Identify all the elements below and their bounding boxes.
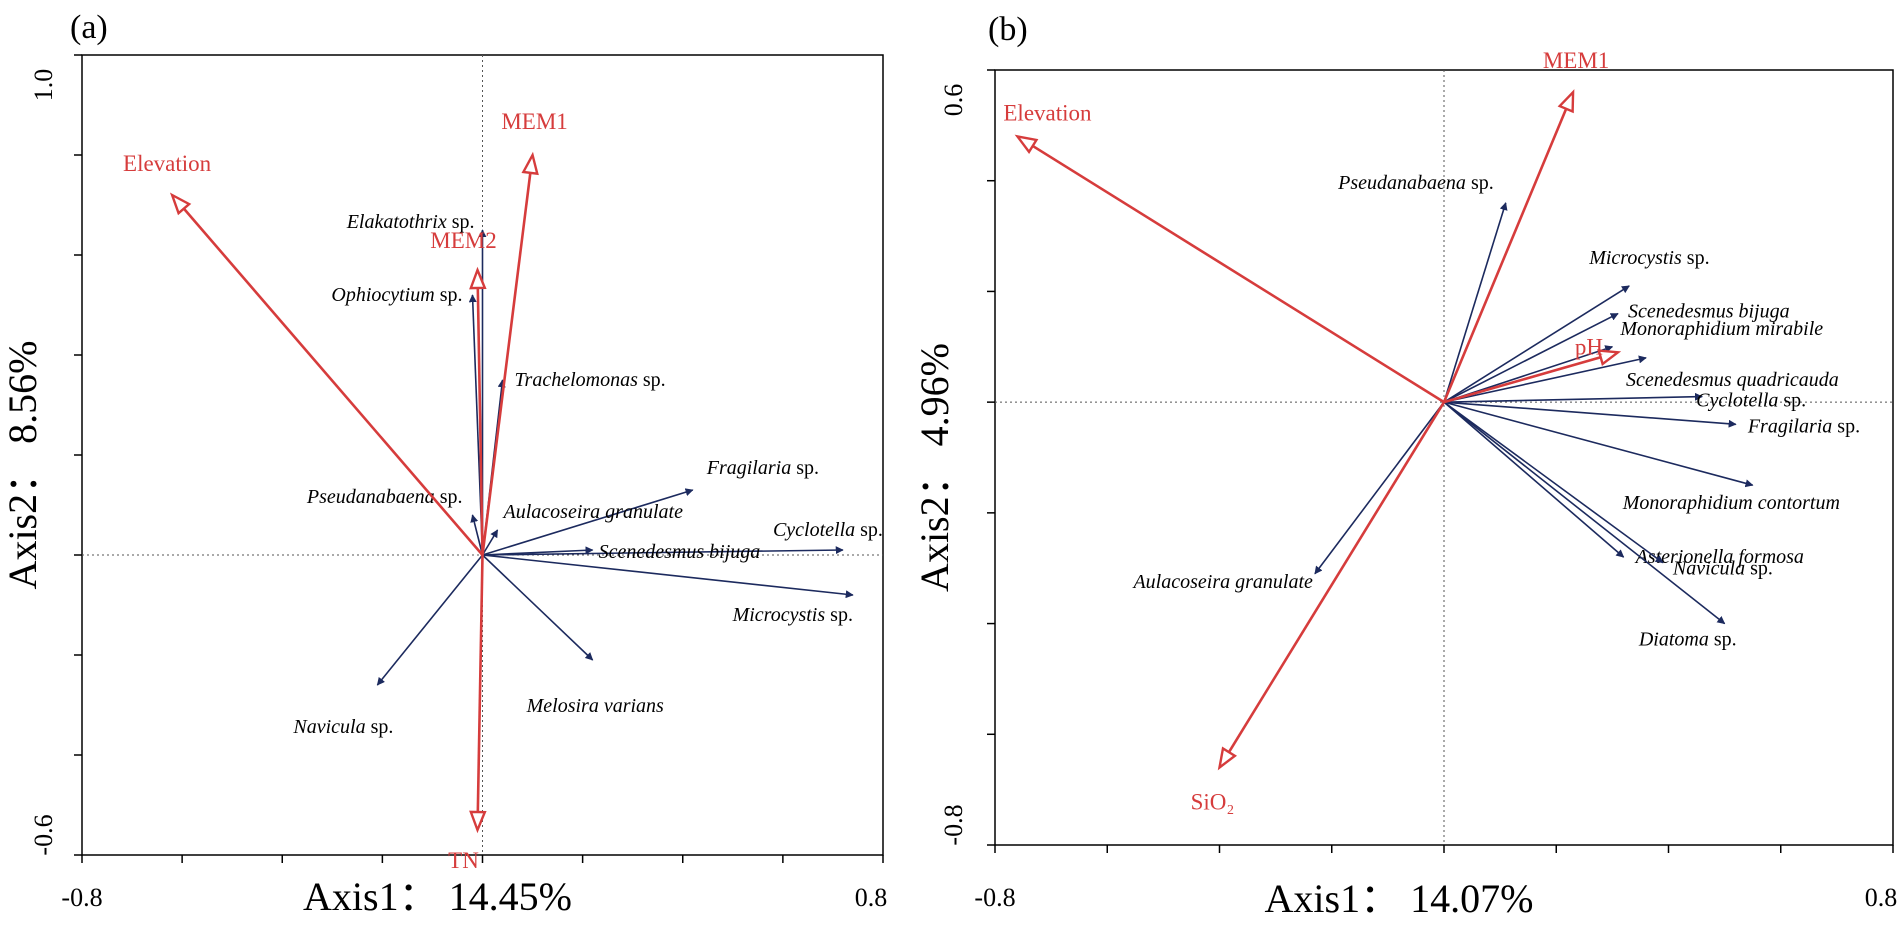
species-label-microcystis: Microcystis sp. [732, 604, 853, 626]
env-label-tn: TN [448, 848, 479, 873]
y-tick-label-min: -0.6 [29, 814, 58, 855]
env-arrowhead-elevation [169, 192, 192, 216]
species-label-scenedesmus-bijuga: Scenedesmus bijuga [1628, 301, 1790, 323]
species-label-scenedesmus-quadricauda: Scenedesmus quadricauda [1626, 369, 1839, 391]
x-tick-label-max: 0.8 [1865, 883, 1898, 912]
species-label-aulacoseira-granulate: Aulacoseira granulate [1131, 571, 1313, 593]
species-label-trachelomonas: Trachelomonas sp. [515, 369, 666, 391]
x-tick-label-max: 0.8 [855, 883, 888, 912]
x-axis-title: Axis1： 14.07% [1265, 876, 1534, 921]
env-arrow-mem2 [476, 287, 484, 556]
panel-b: -0.8 0.8 0.6 -0.8 Axis1： 14.07% Axis2： 4.96% (… [912, 11, 1897, 921]
env-arrowhead-sio [1217, 746, 1238, 771]
species-label-pseudanabaena: Pseudanabaena sp. [306, 486, 463, 508]
species-label-melosira-varians: Melosira varians [526, 695, 664, 717]
species-arrow-cyclotella [482, 546, 844, 556]
env-label-ph: pH [1575, 334, 1603, 359]
species-label-fragilaria: Fragilaria sp. [706, 457, 819, 479]
species-arrow-scenedesmus-bijuga [482, 546, 594, 556]
species-label-ophiocytium: Ophiocytium sp. [331, 284, 462, 306]
env-label-mem2: MEM2 [430, 228, 496, 253]
x-tick-label-min: -0.8 [61, 883, 102, 912]
env-arrow-mem1 [1442, 108, 1568, 403]
species-arrow-aulacoseira-granulate [1314, 401, 1445, 575]
species-label-scenedesmus-bijuga: Scenedesmus bijuga [599, 541, 761, 563]
env-label-mem1: MEM1 [501, 109, 567, 134]
panel-a: -0.8 0.8 1.0 -0.6 Axis1： 14.45% Axis2： 8.56% (… [0, 9, 887, 919]
species-arrow-fragilaria [1443, 401, 1737, 428]
species-label-elakatothrix: Elakatothrix sp. [346, 211, 475, 233]
env-arrow-elevation [182, 207, 484, 556]
species-label-cyclotella: Cyclotella sp. [1696, 390, 1806, 412]
env-arrowhead-mem1 [521, 151, 539, 176]
species-arrow-asterionella-formosa [1443, 401, 1625, 558]
species-arrow-scenedesmus-bijuga [1443, 312, 1619, 403]
env-arrow-sio [1227, 401, 1446, 753]
species-label-asterionella-formosa: Asterionella formosa [1634, 546, 1804, 568]
species-label-monoraphidium-mirabile: Monoraphidium mirabile [1619, 318, 1823, 340]
env-arrowhead-elevation [1014, 134, 1039, 155]
species-arrow-diatoma [1443, 401, 1726, 625]
species-arrow-monoraphidium-contortum [1443, 401, 1754, 488]
species-label-microcystis: Microcystis sp. [1588, 247, 1709, 269]
species-arrow-navicula [376, 554, 484, 686]
env-arrow-ph [1443, 356, 1602, 404]
y-axis-title: Axis2： 4.96% [912, 343, 957, 592]
y-tick-label-min: -0.8 [939, 804, 968, 845]
x-tick-label-min: -0.8 [974, 883, 1015, 912]
species-arrow-aulacoseira-granulate [481, 529, 499, 556]
env-label-mem1: MEM1 [1543, 48, 1609, 73]
env-arrowhead-mem2 [469, 266, 487, 290]
species-arrow-pseudanabaena [1443, 202, 1508, 403]
env-arrowhead-ph [1597, 349, 1622, 367]
species-arrow-microcystis [1443, 285, 1630, 403]
species-arrow-navicula [1443, 401, 1664, 564]
species-label-fragilaria: Fragilaria sp. [1747, 415, 1860, 437]
env-arrow-elevation [1032, 144, 1445, 404]
env-label-elevation: Elevation [123, 151, 212, 176]
env-label-elevation: Elevation [1003, 100, 1092, 125]
species-label-aulacoseira-granulate: Aulacoseira granulate [502, 501, 684, 523]
panel-label: (a) [70, 9, 108, 46]
species-label-diatoma: Diatoma sp. [1638, 629, 1737, 651]
env-label-sio: SiO₂ [1191, 790, 1235, 815]
species-arrow-fragilaria [482, 488, 694, 556]
species-arrow-pseudanabaena [470, 514, 484, 556]
y-axis-title: Axis2： 8.56% [0, 341, 45, 590]
species-arrow-melosira-varians [481, 554, 594, 661]
species-arrow-microcystis [482, 554, 854, 599]
env-arrowhead-tn [469, 810, 487, 834]
env-arrowhead-mem1 [1557, 89, 1575, 114]
species-label-navicula: Navicula sp. [1672, 558, 1773, 580]
species-label-pseudanabaena: Pseudanabaena sp. [1337, 172, 1494, 194]
species-arrow-cyclotella [1443, 392, 1703, 403]
species-arrow-scenedesmus-quadricauda [1443, 355, 1647, 403]
y-tick-label-max: 0.6 [939, 84, 968, 117]
x-axis-title: Axis1： 14.45% [303, 874, 572, 919]
y-tick-label-max: 1.0 [29, 69, 58, 102]
species-label-monoraphidium-contortum: Monoraphidium contortum [1622, 492, 1840, 514]
env-arrow-tn [476, 554, 484, 813]
env-arrow-mem1 [481, 172, 532, 556]
species-label-navicula: Navicula sp. [292, 716, 393, 738]
panel-label: (b) [988, 11, 1028, 48]
species-label-cyclotella: Cyclotella sp. [773, 519, 883, 541]
